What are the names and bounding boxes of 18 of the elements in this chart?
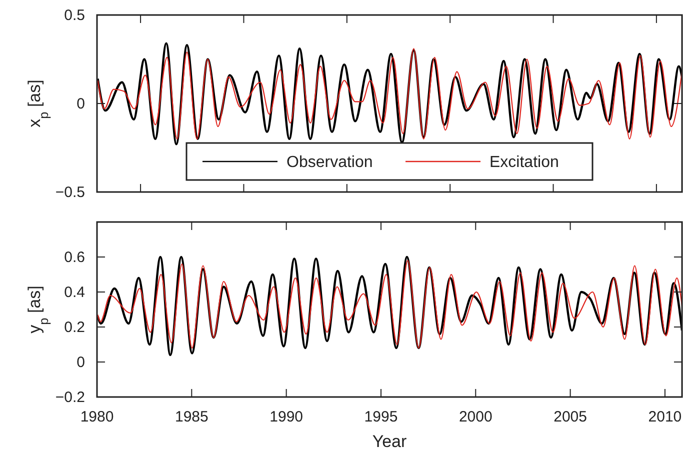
x-tick-label: 2010 <box>648 408 682 426</box>
x-tick-label: 2000 <box>458 408 492 426</box>
legend-label: Excitation <box>490 154 559 171</box>
x-tick-label: 1995 <box>364 408 398 426</box>
y-tick-label: 0 <box>76 354 85 371</box>
y-tick-label: 0.6 <box>64 248 85 266</box>
y-tick-label: 0.4 <box>64 284 85 301</box>
y-tick-label: 0.2 <box>64 318 85 336</box>
x-tick-label: 1980 <box>80 408 114 426</box>
legend-label: Observation <box>286 154 373 171</box>
y-tick-label: −0.2 <box>55 388 85 406</box>
y-tick-label: 0 <box>76 95 85 112</box>
x-axis-title: Year <box>372 432 408 451</box>
x-tick-label: 1985 <box>174 408 208 426</box>
x-tick-label: 2005 <box>554 408 587 426</box>
y-tick-label: 0.5 <box>64 6 85 24</box>
y-tick-label: −0.5 <box>55 184 85 201</box>
x-tick-label: 1990 <box>270 408 304 426</box>
